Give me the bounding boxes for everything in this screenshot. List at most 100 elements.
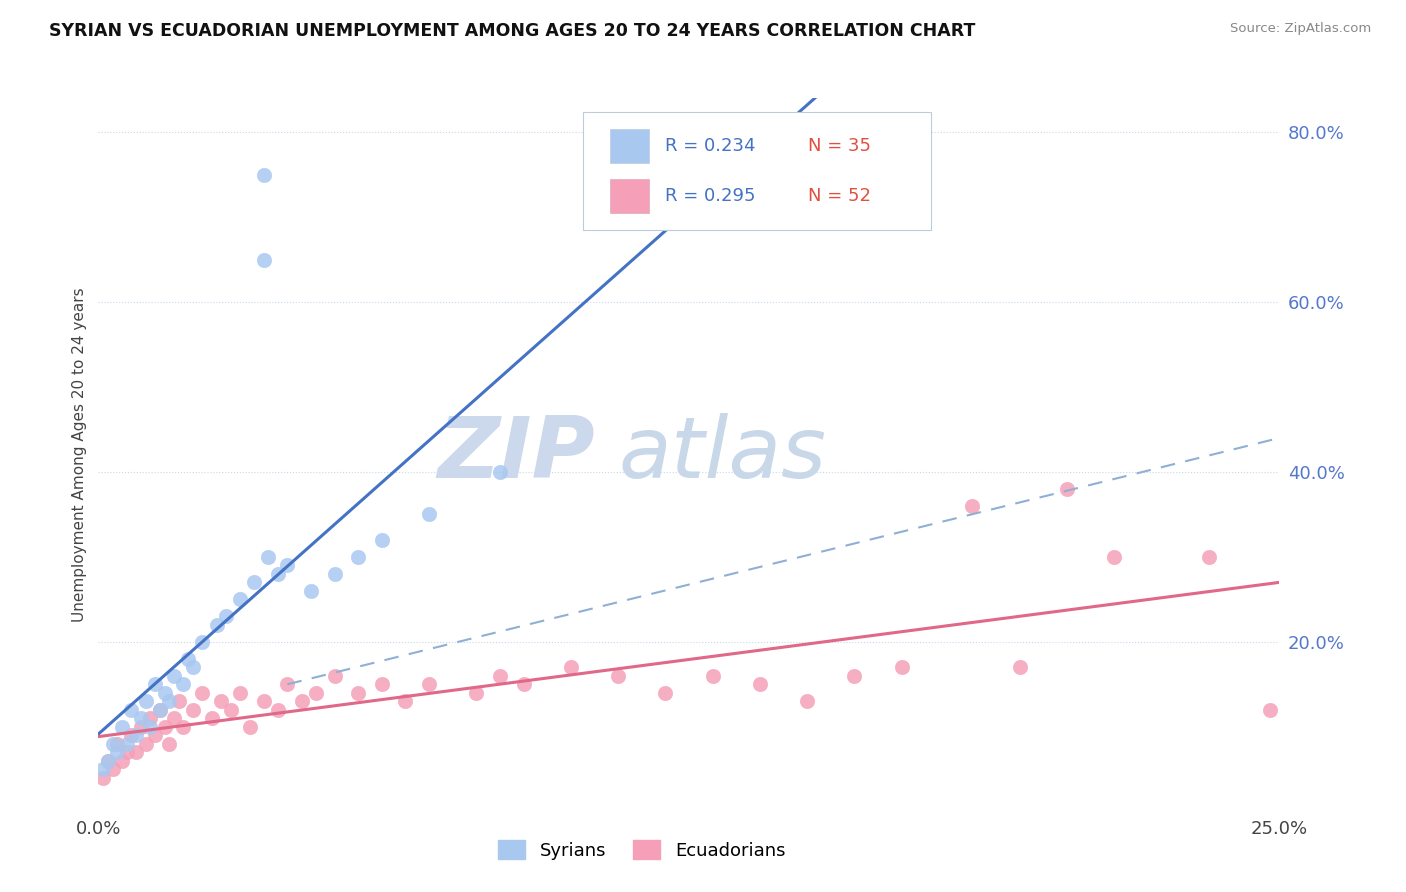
Point bbox=[229, 686, 252, 700]
Point bbox=[844, 669, 866, 683]
Point bbox=[654, 686, 676, 700]
Point bbox=[139, 711, 162, 725]
Text: N = 52: N = 52 bbox=[808, 187, 872, 205]
Text: R = 0.234: R = 0.234 bbox=[665, 137, 756, 155]
Text: SYRIAN VS ECUADORIAN UNEMPLOYMENT AMONG AGES 20 TO 24 YEARS CORRELATION CHART: SYRIAN VS ECUADORIAN UNEMPLOYMENT AMONG … bbox=[49, 22, 976, 40]
Point bbox=[1258, 703, 1281, 717]
Point bbox=[167, 694, 190, 708]
Point bbox=[489, 669, 512, 683]
Text: Source: ZipAtlas.com: Source: ZipAtlas.com bbox=[1230, 22, 1371, 36]
Point bbox=[163, 669, 186, 683]
Point bbox=[890, 660, 912, 674]
Point bbox=[347, 686, 370, 700]
Point bbox=[702, 669, 724, 683]
Point bbox=[91, 771, 114, 785]
Point bbox=[323, 566, 346, 581]
Point bbox=[323, 669, 346, 683]
Point bbox=[489, 465, 512, 479]
Point bbox=[111, 720, 134, 734]
Text: ZIP: ZIP bbox=[437, 413, 595, 497]
Legend: Syrians, Ecuadorians: Syrians, Ecuadorians bbox=[491, 832, 793, 867]
Point bbox=[125, 728, 148, 742]
Bar bbox=[610, 128, 648, 163]
Point bbox=[299, 583, 322, 598]
Point bbox=[607, 669, 630, 683]
Point bbox=[121, 728, 143, 742]
Point bbox=[1056, 482, 1078, 496]
Point bbox=[201, 711, 224, 725]
Point bbox=[135, 694, 157, 708]
Point bbox=[1198, 549, 1220, 564]
Point bbox=[371, 533, 394, 547]
Point bbox=[748, 677, 770, 691]
Point bbox=[253, 252, 276, 267]
Point bbox=[101, 762, 124, 776]
Point bbox=[157, 737, 180, 751]
Point bbox=[276, 558, 298, 573]
Point bbox=[143, 677, 166, 691]
Point bbox=[91, 762, 114, 776]
Point bbox=[229, 592, 252, 607]
Point bbox=[1008, 660, 1031, 674]
Point bbox=[205, 617, 228, 632]
Point bbox=[418, 677, 440, 691]
Point bbox=[149, 703, 172, 717]
Point bbox=[101, 737, 124, 751]
Point bbox=[418, 508, 440, 522]
Point bbox=[125, 745, 148, 759]
Point bbox=[290, 694, 312, 708]
Y-axis label: Unemployment Among Ages 20 to 24 years: Unemployment Among Ages 20 to 24 years bbox=[72, 287, 87, 623]
Bar bbox=[610, 178, 648, 213]
Point bbox=[267, 703, 290, 717]
Text: N = 35: N = 35 bbox=[808, 137, 872, 155]
Point bbox=[1102, 549, 1125, 564]
Point bbox=[276, 677, 298, 691]
Point bbox=[97, 754, 120, 768]
Point bbox=[181, 660, 204, 674]
Point bbox=[143, 728, 166, 742]
Point bbox=[253, 168, 276, 182]
Point bbox=[139, 720, 162, 734]
Point bbox=[215, 609, 238, 624]
Point bbox=[253, 694, 276, 708]
Point bbox=[209, 694, 232, 708]
Point bbox=[371, 677, 394, 691]
Point bbox=[105, 737, 128, 751]
Point bbox=[121, 703, 143, 717]
Point bbox=[181, 703, 204, 717]
Point bbox=[219, 703, 242, 717]
Point bbox=[191, 686, 214, 700]
Point bbox=[962, 499, 984, 513]
Point bbox=[153, 686, 176, 700]
Point bbox=[163, 711, 186, 725]
Point bbox=[153, 720, 176, 734]
Text: atlas: atlas bbox=[619, 413, 827, 497]
Point bbox=[267, 566, 290, 581]
Point bbox=[172, 677, 194, 691]
Point bbox=[105, 745, 128, 759]
Point bbox=[305, 686, 328, 700]
Point bbox=[97, 754, 120, 768]
Point bbox=[129, 720, 152, 734]
Point bbox=[157, 694, 180, 708]
Point bbox=[239, 720, 262, 734]
Point bbox=[257, 549, 280, 564]
Point bbox=[177, 652, 200, 666]
Point bbox=[243, 575, 266, 590]
Point bbox=[394, 694, 416, 708]
Point bbox=[347, 549, 370, 564]
Point bbox=[172, 720, 194, 734]
Point bbox=[111, 754, 134, 768]
Point bbox=[191, 635, 214, 649]
Point bbox=[560, 660, 582, 674]
Point bbox=[512, 677, 534, 691]
Point bbox=[115, 737, 138, 751]
Point bbox=[465, 686, 488, 700]
Point bbox=[149, 703, 172, 717]
Point bbox=[129, 711, 152, 725]
Point bbox=[796, 694, 818, 708]
Text: R = 0.295: R = 0.295 bbox=[665, 187, 756, 205]
Point bbox=[135, 737, 157, 751]
FancyBboxPatch shape bbox=[582, 112, 931, 230]
Point bbox=[115, 745, 138, 759]
